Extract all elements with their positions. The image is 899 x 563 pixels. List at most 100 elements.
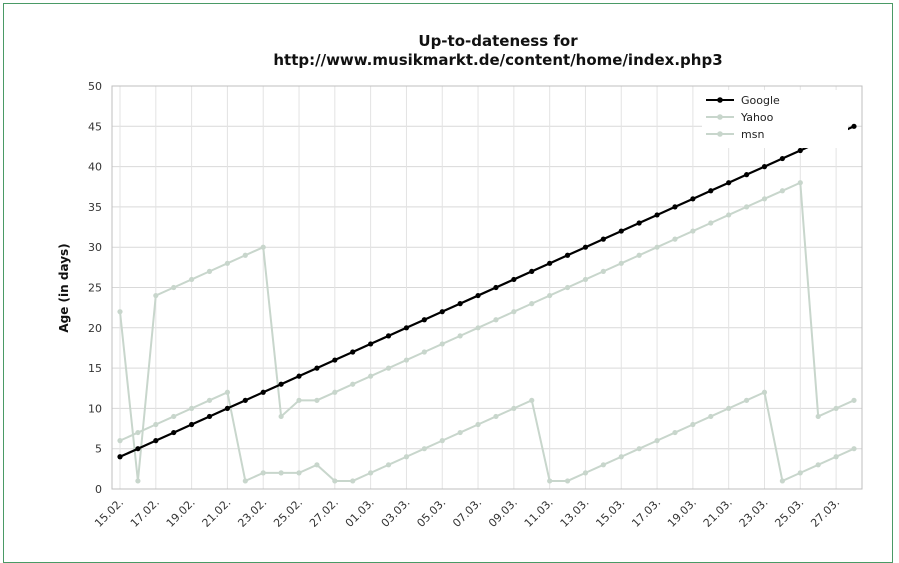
data-point-msn xyxy=(296,470,302,476)
data-point-google xyxy=(726,180,732,186)
data-point-msn xyxy=(600,462,606,468)
data-point-yahoo xyxy=(135,478,141,484)
legend-label-google: Google xyxy=(741,94,780,107)
data-point-google xyxy=(385,333,392,339)
x-tick-label: 23.03. xyxy=(737,496,771,530)
x-tick-label: 27.02. xyxy=(307,496,341,530)
data-point-msn xyxy=(332,478,338,484)
data-point-yahoo xyxy=(457,333,463,339)
data-point-google xyxy=(224,405,231,411)
data-point-yahoo xyxy=(368,373,374,379)
chart-title: Up-to-dateness for xyxy=(418,32,578,50)
data-point-msn xyxy=(529,397,535,403)
data-point-msn xyxy=(224,389,231,395)
data-point-msn xyxy=(439,438,445,444)
plot-area-border xyxy=(111,85,863,490)
data-point-msn xyxy=(851,446,857,452)
data-point-msn xyxy=(708,413,714,420)
data-point-yahoo xyxy=(564,284,571,291)
x-tick-label: 25.02. xyxy=(271,496,305,530)
data-point-yahoo xyxy=(618,260,624,266)
y-tick-label: 10 xyxy=(88,402,102,415)
y-tick-label: 20 xyxy=(88,322,102,335)
data-point-google xyxy=(779,155,785,162)
data-point-msn xyxy=(672,429,678,436)
y-tick-label: 30 xyxy=(88,241,102,254)
data-point-google xyxy=(117,454,123,460)
x-tick-label: 03.03. xyxy=(379,496,413,530)
x-tick-label: 01.03. xyxy=(343,496,377,530)
data-point-msn xyxy=(511,405,517,411)
data-point-msn xyxy=(690,421,696,428)
data-point-yahoo xyxy=(529,301,535,307)
data-point-google xyxy=(564,252,571,258)
x-tick-label: 17.02. xyxy=(128,496,162,530)
data-point-msn xyxy=(403,454,410,460)
data-point-google xyxy=(582,244,589,250)
data-point-msn xyxy=(350,478,356,484)
data-point-google xyxy=(511,276,517,283)
x-axis-ticks: 15.02. 17.02. 19.02. 21.02. 23.02. 25.02. 27.0… xyxy=(92,496,842,530)
y-tick-label: 25 xyxy=(88,282,102,295)
data-point-msn xyxy=(421,446,427,452)
data-point-msn xyxy=(278,470,284,476)
data-point-msn xyxy=(314,462,320,468)
y-axis-label: Age (in days) xyxy=(57,243,71,332)
data-point-msn xyxy=(564,478,571,484)
data-point-google xyxy=(350,349,356,355)
data-point-google xyxy=(743,172,750,178)
series-line-yahoo xyxy=(119,181,855,482)
x-tick-label: 23.02. xyxy=(235,496,269,530)
data-point-google xyxy=(153,438,159,444)
y-tick-label: 35 xyxy=(88,201,102,214)
data-point-google xyxy=(493,284,499,291)
x-tick-label: 07.03. xyxy=(450,496,484,530)
x-tick-label: 15.03. xyxy=(593,496,627,530)
x-tick-label: 09.03. xyxy=(486,496,520,530)
data-point-google xyxy=(618,228,624,234)
data-point-google xyxy=(206,413,213,420)
series-line-google xyxy=(119,125,855,458)
data-point-google xyxy=(135,446,141,452)
legend-swatch-marker xyxy=(717,131,723,137)
data-point-yahoo xyxy=(117,309,123,315)
data-point-google xyxy=(332,357,338,363)
data-point-yahoo xyxy=(385,365,392,371)
data-point-google xyxy=(636,220,642,226)
x-tick-label: 25.03. xyxy=(772,496,806,530)
data-point-yahoo xyxy=(779,188,785,194)
data-point-yahoo xyxy=(421,349,427,355)
data-point-msn xyxy=(636,446,642,452)
data-point-yahoo xyxy=(743,204,750,210)
data-point-google xyxy=(654,212,660,218)
data-point-yahoo xyxy=(511,309,517,315)
data-point-google xyxy=(672,204,678,210)
data-point-msn xyxy=(582,470,589,476)
x-tick-label: 15.02. xyxy=(92,496,126,530)
data-point-yahoo xyxy=(672,236,678,242)
x-tick-label: 19.02. xyxy=(164,496,198,530)
data-point-yahoo xyxy=(332,389,338,395)
data-point-google xyxy=(708,188,714,194)
data-point-yahoo xyxy=(815,413,821,420)
legend-swatch-marker xyxy=(717,97,723,103)
data-point-msn xyxy=(117,438,123,444)
data-point-yahoo xyxy=(654,244,660,250)
data-point-yahoo xyxy=(475,325,481,331)
data-point-msn xyxy=(189,405,195,411)
legend: Google Yahoo msn xyxy=(702,90,848,148)
data-point-google xyxy=(600,236,606,242)
data-point-google xyxy=(403,325,410,331)
data-point-msn xyxy=(368,470,374,476)
data-point-msn xyxy=(206,397,213,403)
x-tick-label: 13.03. xyxy=(558,496,592,530)
data-point-yahoo xyxy=(851,397,857,403)
data-point-yahoo xyxy=(224,260,231,266)
series-group xyxy=(117,123,857,484)
data-point-msn xyxy=(547,478,553,484)
legend-label-msn: msn xyxy=(741,128,764,141)
data-point-msn xyxy=(260,470,266,476)
data-point-yahoo xyxy=(296,397,302,403)
